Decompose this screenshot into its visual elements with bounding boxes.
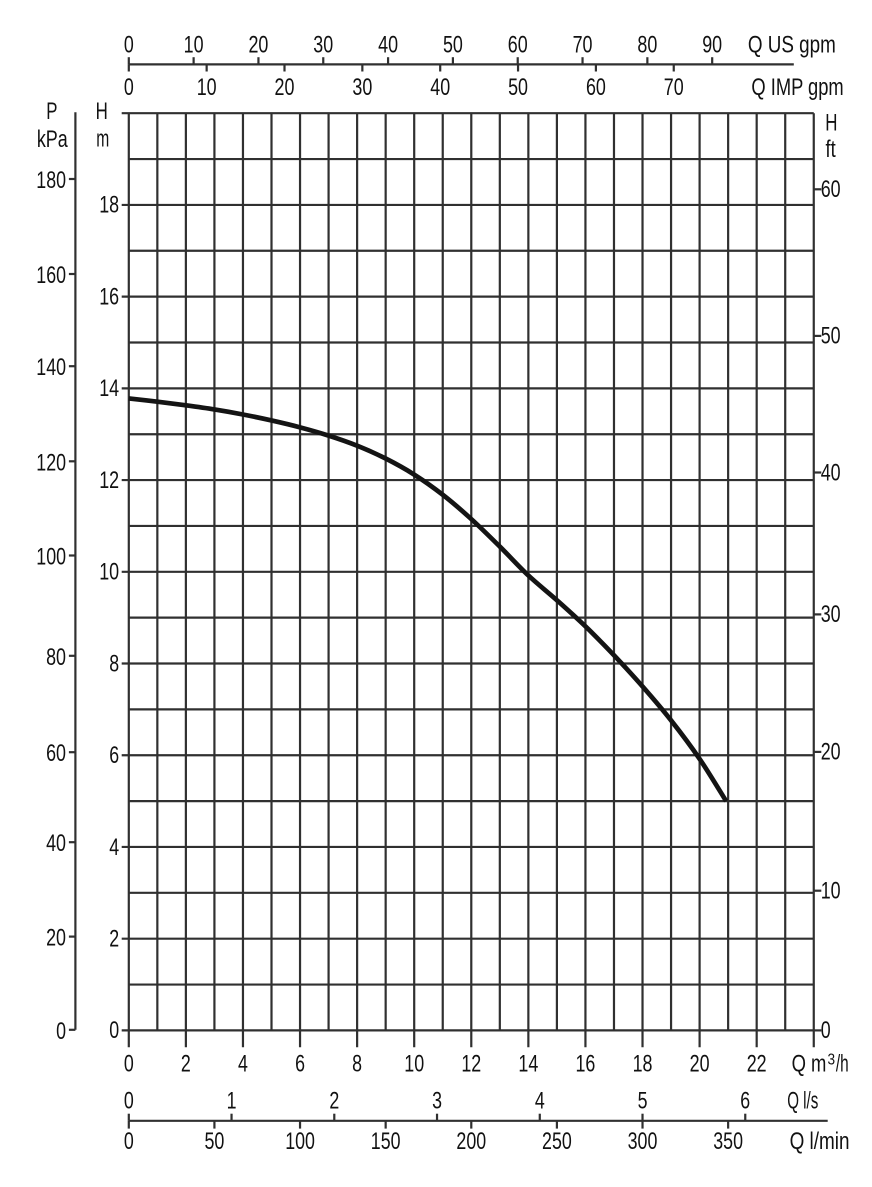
svg-text:90: 90 <box>702 31 722 58</box>
svg-text:6: 6 <box>295 1050 305 1077</box>
svg-text:Q US gpm: Q US gpm <box>748 31 836 58</box>
svg-text:40: 40 <box>378 31 398 58</box>
svg-text:10: 10 <box>99 559 119 586</box>
svg-text:12: 12 <box>99 467 119 494</box>
svg-text:H: H <box>96 98 108 125</box>
svg-text:20: 20 <box>821 739 841 766</box>
svg-text:20: 20 <box>46 925 66 952</box>
svg-text:140: 140 <box>36 354 66 381</box>
svg-text:0: 0 <box>124 1088 134 1115</box>
svg-text:0: 0 <box>56 1018 66 1045</box>
svg-text:/h: /h <box>836 1050 849 1077</box>
svg-text:Q m: Q m <box>792 1050 827 1077</box>
svg-text:2: 2 <box>109 925 119 952</box>
svg-text:30: 30 <box>352 74 372 101</box>
svg-text:120: 120 <box>36 449 66 476</box>
svg-text:20: 20 <box>275 74 295 101</box>
svg-text:250: 250 <box>542 1128 572 1155</box>
svg-text:2: 2 <box>329 1088 339 1115</box>
svg-text:80: 80 <box>46 644 66 671</box>
svg-text:50: 50 <box>204 1128 224 1155</box>
svg-text:1: 1 <box>227 1088 237 1115</box>
svg-text:350: 350 <box>713 1128 743 1155</box>
svg-text:100: 100 <box>285 1128 315 1155</box>
svg-text:20: 20 <box>690 1050 710 1077</box>
svg-text:50: 50 <box>508 74 528 101</box>
svg-text:m: m <box>96 126 109 153</box>
svg-text:60: 60 <box>508 31 528 58</box>
svg-text:4: 4 <box>109 834 119 861</box>
svg-text:200: 200 <box>456 1128 486 1155</box>
svg-text:5: 5 <box>638 1088 648 1115</box>
svg-text:ft: ft <box>826 136 836 163</box>
svg-text:14: 14 <box>99 375 119 402</box>
svg-text:0: 0 <box>124 31 134 58</box>
svg-text:0: 0 <box>821 1017 831 1044</box>
svg-text:2: 2 <box>181 1050 191 1077</box>
svg-text:50: 50 <box>443 31 463 58</box>
svg-text:0: 0 <box>124 74 134 101</box>
svg-text:40: 40 <box>46 830 66 857</box>
svg-text:20: 20 <box>248 31 268 58</box>
svg-text:16: 16 <box>575 1050 595 1077</box>
svg-text:kPa: kPa <box>37 126 68 153</box>
svg-text:100: 100 <box>36 544 66 571</box>
svg-text:180: 180 <box>36 167 66 194</box>
svg-text:60: 60 <box>586 74 606 101</box>
svg-text:P: P <box>46 98 57 125</box>
svg-text:4: 4 <box>238 1050 248 1077</box>
svg-text:3: 3 <box>828 1052 836 1069</box>
svg-text:12: 12 <box>461 1050 481 1077</box>
svg-text:40: 40 <box>821 459 841 486</box>
svg-text:H: H <box>825 109 837 136</box>
svg-text:70: 70 <box>664 74 684 101</box>
svg-text:160: 160 <box>36 262 66 289</box>
svg-text:Q IMP gpm: Q IMP gpm <box>751 74 843 101</box>
svg-text:4: 4 <box>535 1088 545 1115</box>
svg-text:6: 6 <box>109 742 119 769</box>
svg-text:18: 18 <box>99 192 119 219</box>
svg-text:18: 18 <box>633 1050 653 1077</box>
svg-text:10: 10 <box>184 31 204 58</box>
svg-text:Q l/s: Q l/s <box>787 1088 818 1115</box>
svg-text:6: 6 <box>740 1088 750 1115</box>
svg-text:10: 10 <box>821 878 841 905</box>
svg-text:0: 0 <box>124 1050 134 1077</box>
svg-text:10: 10 <box>404 1050 424 1077</box>
svg-text:22: 22 <box>747 1050 767 1077</box>
svg-text:10: 10 <box>197 74 217 101</box>
svg-text:50: 50 <box>821 323 841 350</box>
svg-text:14: 14 <box>518 1050 538 1077</box>
svg-text:16: 16 <box>99 283 119 310</box>
svg-text:300: 300 <box>628 1128 658 1155</box>
svg-text:40: 40 <box>430 74 450 101</box>
svg-text:3: 3 <box>432 1088 442 1115</box>
svg-text:60: 60 <box>46 740 66 767</box>
svg-text:60: 60 <box>821 176 841 203</box>
svg-text:150: 150 <box>371 1128 401 1155</box>
svg-text:0: 0 <box>124 1128 134 1155</box>
svg-text:30: 30 <box>313 31 333 58</box>
svg-text:30: 30 <box>821 601 841 628</box>
svg-text:Q l/min: Q l/min <box>790 1128 850 1155</box>
svg-text:8: 8 <box>109 650 119 677</box>
svg-text:70: 70 <box>573 31 593 58</box>
svg-text:8: 8 <box>352 1050 362 1077</box>
svg-text:0: 0 <box>109 1017 119 1044</box>
svg-text:80: 80 <box>637 31 657 58</box>
